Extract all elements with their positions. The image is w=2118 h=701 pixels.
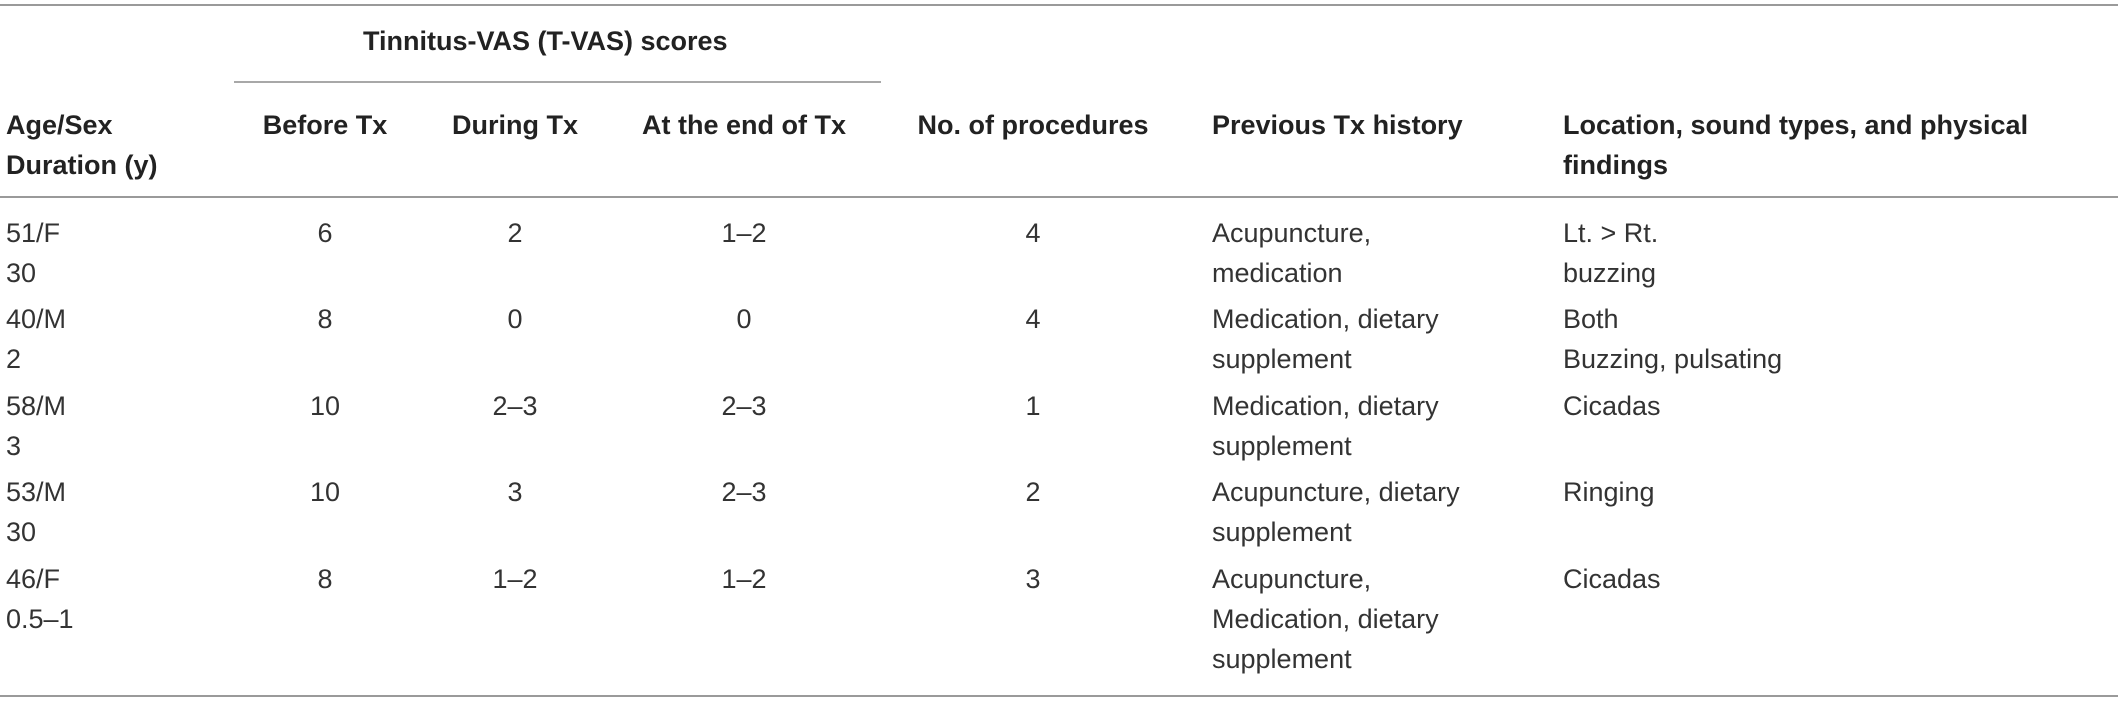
cell-procedures: 2 (1025, 477, 1041, 507)
header-bottom-rule (0, 196, 2118, 198)
cell-end-of-tx: 1–2 (721, 564, 767, 594)
cell-end-of-tx: 2–3 (721, 477, 767, 507)
cell-previous-tx: Acupuncture, medication (1212, 218, 1372, 288)
cell-previous-tx: Medication, dietary supplement (1212, 304, 1439, 374)
cell-previous-tx: Acupuncture, Medication, dietary supplem… (1212, 564, 1439, 674)
cell-age-sex-duration: 53/M 30 (6, 477, 67, 547)
cell-end-of-tx: 1–2 (721, 218, 767, 248)
cell-during-tx: 1–2 (492, 564, 538, 594)
cell-end-of-tx: 0 (736, 304, 752, 334)
cell-age-sex-duration: 51/F 30 (6, 218, 61, 288)
column-header-end-of-tx: At the end of Tx (642, 110, 846, 140)
cell-during-tx: 3 (507, 477, 523, 507)
cell-procedures: 4 (1025, 218, 1041, 248)
group-header-rule (234, 81, 881, 83)
cell-previous-tx: Medication, dietary supplement (1212, 391, 1439, 461)
cell-during-tx: 2–3 (492, 391, 538, 421)
cell-location: Cicadas (1563, 391, 1661, 421)
column-header-age-sex-duration: Age/Sex Duration (y) (6, 110, 158, 180)
cell-age-sex-duration: 58/M 3 (6, 391, 67, 461)
column-header-previous-tx: Previous Tx history (1212, 110, 1463, 140)
cell-age-sex-duration: 40/M 2 (6, 304, 67, 374)
cell-before-tx: 10 (309, 391, 341, 421)
cell-before-tx: 6 (317, 218, 333, 248)
cell-before-tx: 10 (309, 477, 341, 507)
table-top-rule (0, 4, 2118, 6)
group-header-tvas: Tinnitus-VAS (T-VAS) scores (363, 26, 728, 56)
cell-age-sex-duration: 46/F 0.5–1 (6, 564, 74, 634)
cell-location: Ringing (1563, 477, 1655, 507)
cell-procedures: 4 (1025, 304, 1041, 334)
cell-location: Both Buzzing, pulsating (1563, 304, 1783, 374)
cell-during-tx: 0 (507, 304, 523, 334)
cell-end-of-tx: 2–3 (721, 391, 767, 421)
column-header-before-tx: Before Tx (262, 110, 388, 140)
column-header-procedures: No. of procedures (917, 110, 1149, 140)
cell-location: Cicadas (1563, 564, 1661, 594)
cell-during-tx: 2 (507, 218, 523, 248)
cell-previous-tx: Acupuncture, dietary supplement (1212, 477, 1460, 547)
column-header-location: Location, sound types, and physical find… (1563, 110, 2029, 180)
cell-procedures: 1 (1025, 391, 1041, 421)
table-bottom-rule (0, 695, 2118, 697)
cell-procedures: 3 (1025, 564, 1041, 594)
column-header-during-tx: During Tx (452, 110, 578, 140)
cell-location: Lt. > Rt. buzzing (1563, 218, 1659, 288)
cell-before-tx: 8 (317, 564, 333, 594)
cell-before-tx: 8 (317, 304, 333, 334)
